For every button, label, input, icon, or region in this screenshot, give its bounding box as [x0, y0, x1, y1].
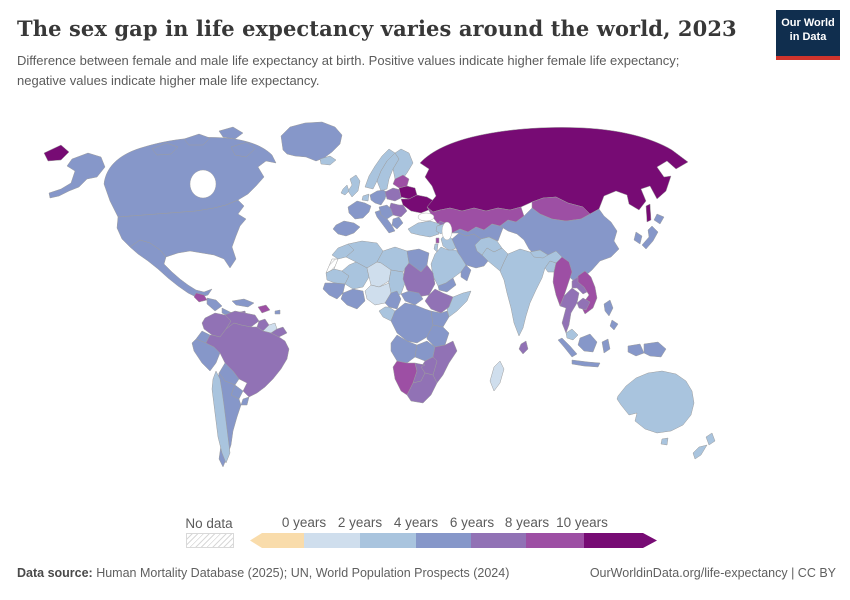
- caspian-sea: [441, 221, 453, 241]
- country-west-africa[interactable]: [322, 282, 346, 300]
- owid-logo-line2: in Data: [789, 31, 827, 44]
- country-canada-arctic2[interactable]: [183, 133, 211, 146]
- world-choropleth-map[interactable]: [0, 105, 850, 510]
- country-sakhalin[interactable]: [645, 203, 652, 223]
- country-israel[interactable]: [433, 243, 439, 253]
- country-ireland[interactable]: [340, 184, 350, 196]
- country-indonesia-sulawesi[interactable]: [601, 338, 611, 354]
- country-car[interactable]: [400, 290, 424, 306]
- country-united-kingdom[interactable]: [347, 174, 361, 198]
- legend-color-bar[interactable]: [250, 533, 657, 548]
- country-australia[interactable]: [616, 370, 695, 434]
- country-puerto-rico[interactable]: [274, 309, 281, 315]
- country-guatemala[interactable]: [193, 292, 208, 303]
- country-new-zealand-north[interactable]: [705, 432, 716, 446]
- country-japan-hokkaido[interactable]: [653, 213, 665, 225]
- data-source-note: Data source: Human Mortality Database (2…: [17, 566, 509, 580]
- country-iceland[interactable]: [319, 155, 337, 166]
- legend-bin-b4_6[interactable]: [416, 533, 471, 548]
- country-greenland[interactable]: [280, 121, 343, 162]
- legend-bin-b6_8[interactable]: [471, 533, 526, 548]
- legend-bin-neg[interactable]: [250, 533, 304, 548]
- country-thailand[interactable]: [559, 287, 580, 334]
- country-mexico[interactable]: [129, 239, 213, 299]
- country-indonesia-papua[interactable]: [627, 343, 645, 357]
- legend-no-data-label: No data: [185, 516, 233, 531]
- country-turkey[interactable]: [407, 220, 441, 238]
- country-french-guiana[interactable]: [270, 326, 288, 338]
- legend-tick-0-years: 0 years: [281, 515, 327, 530]
- legend-bin-b0_2[interactable]: [304, 533, 360, 548]
- country-greece[interactable]: [391, 216, 404, 230]
- country-canada[interactable]: [103, 137, 277, 218]
- country-germany[interactable]: [369, 189, 388, 206]
- country-indonesia-borneo[interactable]: [577, 333, 598, 353]
- country-ghana-ivory[interactable]: [340, 288, 366, 310]
- country-chile[interactable]: [211, 370, 231, 464]
- page-title: The sex gap in life expectancy varies ar…: [17, 16, 737, 41]
- data-source-text: Human Mortality Database (2025); UN, Wor…: [92, 566, 510, 580]
- legend-tick-8-years: 8 years: [504, 515, 550, 530]
- country-canada-baffin[interactable]: [230, 141, 256, 158]
- country-indonesia-sumatra[interactable]: [557, 337, 578, 358]
- legend-tick-2-years: 2 years: [337, 515, 383, 530]
- country-lebanon[interactable]: [435, 237, 440, 244]
- country-papua-new-guinea[interactable]: [643, 341, 667, 358]
- country-spain[interactable]: [332, 220, 361, 237]
- hudson-bay: [189, 169, 217, 199]
- legend-tick-6-years: 6 years: [449, 515, 495, 530]
- country-sri-lanka[interactable]: [518, 340, 529, 355]
- country-balkans[interactable]: [378, 204, 394, 220]
- legend-tick-4-years: 4 years: [393, 515, 439, 530]
- country-south-africa[interactable]: [406, 372, 438, 404]
- country-japan[interactable]: [641, 225, 659, 250]
- map-legend: No data 0 years 2 years 4 years 6 years 8 ye…: [0, 513, 850, 553]
- country-korea[interactable]: [633, 231, 643, 245]
- country-kenya[interactable]: [430, 310, 450, 328]
- country-tasmania[interactable]: [660, 437, 669, 446]
- country-uruguay[interactable]: [240, 396, 250, 406]
- country-malaysia[interactable]: [565, 328, 579, 341]
- country-vietnam[interactable]: [577, 270, 598, 315]
- country-philippines-mindanao[interactable]: [609, 319, 619, 331]
- country-cambodia[interactable]: [576, 297, 591, 311]
- legend-bin-b8_10[interactable]: [526, 533, 584, 548]
- data-source-label: Data source:: [17, 566, 93, 580]
- owid-logo[interactable]: Our World in Data: [776, 10, 840, 60]
- chart-subtitle: Difference between female and male life …: [17, 53, 680, 88]
- legend-tick-10-years: 10 years: [556, 515, 608, 530]
- country-netherlands[interactable]: [361, 193, 370, 202]
- legend-no-data-swatch[interactable]: [186, 533, 234, 548]
- country-oman[interactable]: [460, 264, 472, 282]
- owid-logo-line1: Our World: [781, 17, 835, 29]
- country-hispaniola[interactable]: [257, 304, 271, 314]
- country-honduras[interactable]: [206, 297, 223, 312]
- country-indonesia-java[interactable]: [571, 359, 601, 368]
- chart-footer: Data source: Human Mortality Database (2…: [17, 566, 836, 580]
- country-china[interactable]: [499, 207, 620, 282]
- country-brazil[interactable]: [205, 322, 290, 398]
- country-somalia[interactable]: [446, 290, 472, 318]
- country-cameroon[interactable]: [384, 290, 402, 310]
- black-sea: [417, 212, 435, 222]
- country-sudan[interactable]: [402, 262, 436, 298]
- country-cuba[interactable]: [231, 298, 255, 308]
- legend-bin-b2_4[interactable]: [360, 533, 416, 548]
- country-france[interactable]: [347, 200, 372, 220]
- country-canada-arctic3[interactable]: [218, 126, 244, 140]
- country-philippines-luzon[interactable]: [603, 299, 614, 317]
- country-new-zealand-south[interactable]: [692, 444, 708, 460]
- country-nepal[interactable]: [529, 249, 549, 259]
- legend-bin-b10p[interactable]: [584, 533, 657, 548]
- country-russia-chukotka[interactable]: [43, 144, 70, 162]
- footer-link[interactable]: OurWorldinData.org/life-expectancy | CC …: [589, 566, 836, 580]
- country-canada-arctic1[interactable]: [151, 142, 179, 156]
- country-yemen[interactable]: [437, 277, 457, 293]
- country-madagascar[interactable]: [489, 360, 505, 392]
- country-alaska[interactable]: [48, 152, 106, 199]
